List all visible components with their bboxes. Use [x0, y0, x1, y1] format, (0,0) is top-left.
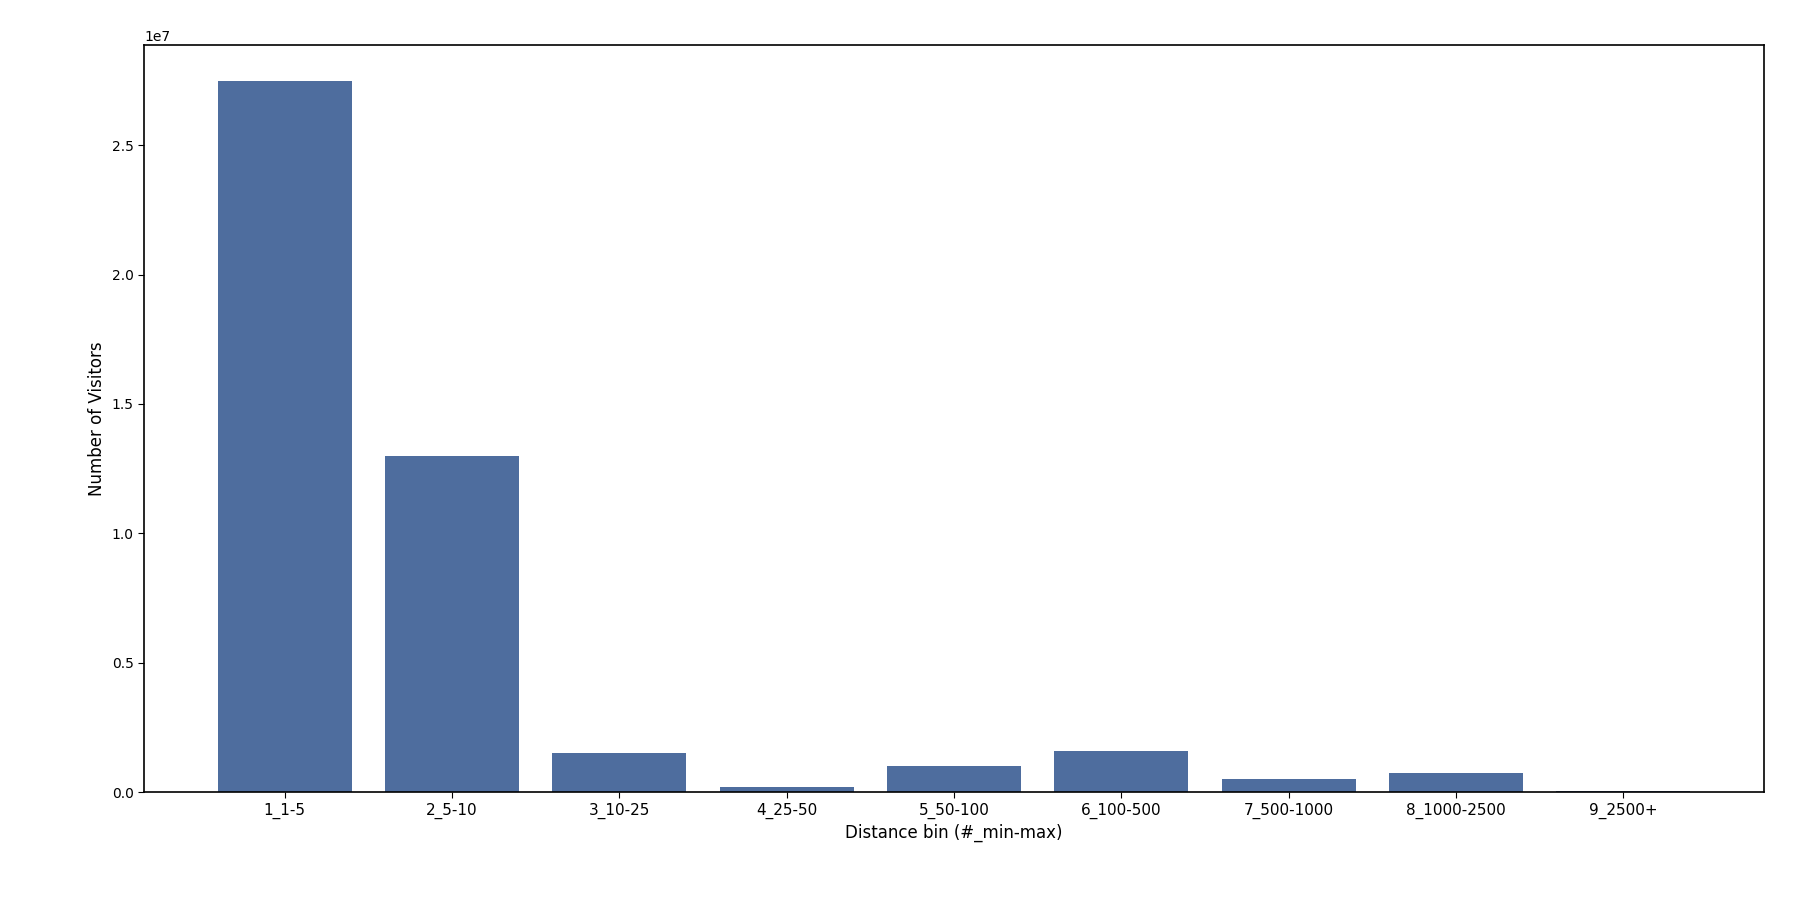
Bar: [1222, 779, 1355, 792]
Bar: [553, 753, 686, 792]
Bar: [720, 787, 853, 792]
Bar: [1557, 791, 1690, 792]
X-axis label: Distance bin (#_min-max): Distance bin (#_min-max): [846, 824, 1062, 842]
Bar: [218, 81, 351, 792]
Bar: [887, 766, 1021, 792]
Bar: [1055, 751, 1188, 792]
Y-axis label: Number of Visitors: Number of Visitors: [88, 341, 106, 496]
Bar: [385, 455, 518, 792]
Bar: [1390, 772, 1523, 792]
